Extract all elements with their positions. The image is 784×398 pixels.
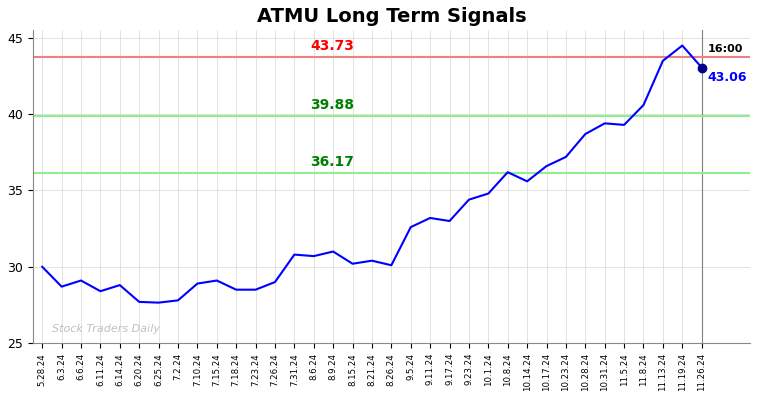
Text: 36.17: 36.17 <box>310 155 354 169</box>
Text: Stock Traders Daily: Stock Traders Daily <box>52 324 160 334</box>
Text: 39.88: 39.88 <box>310 98 354 112</box>
Text: 43.73: 43.73 <box>310 39 354 53</box>
Text: 16:00: 16:00 <box>707 44 743 54</box>
Text: 43.06: 43.06 <box>707 70 747 84</box>
Title: ATMU Long Term Signals: ATMU Long Term Signals <box>256 7 526 26</box>
